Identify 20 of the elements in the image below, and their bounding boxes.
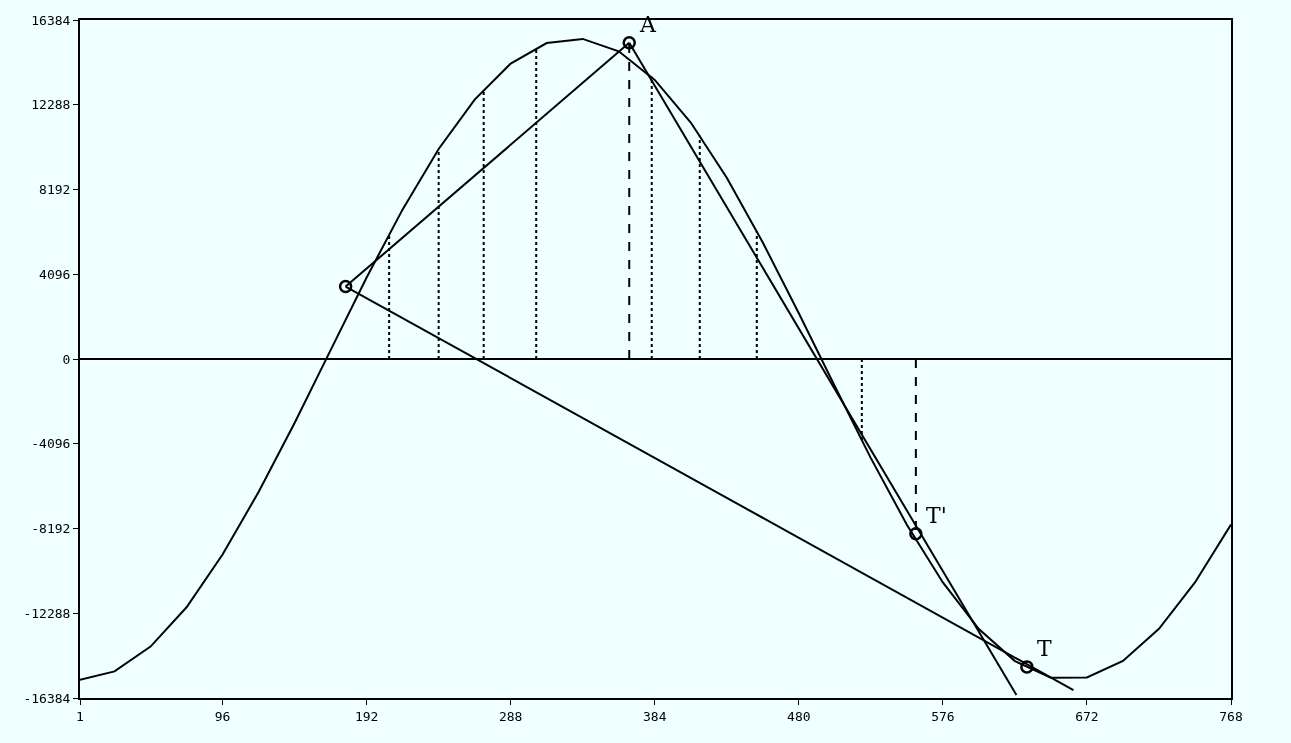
- y-tick-label: -16384: [23, 690, 71, 706]
- y-tick-label: 0: [62, 351, 71, 367]
- y-tick-label: 16384: [31, 12, 71, 28]
- x-tick-label: 576: [931, 708, 955, 724]
- y-tick-label: -8192: [31, 521, 71, 537]
- x-tick-label: 768: [1219, 708, 1243, 724]
- y-tick-label: -12288: [23, 605, 71, 621]
- annotation: T': [926, 503, 947, 528]
- x-tick-label: 384: [643, 708, 667, 724]
- x-tick-label: 192: [354, 708, 379, 724]
- x-tick-label: 288: [498, 708, 523, 724]
- annotation: T: [1037, 636, 1052, 661]
- y-tick-label: 12288: [31, 97, 71, 113]
- y-tick-label: -4096: [31, 436, 71, 452]
- x-tick-label: 480: [787, 708, 811, 724]
- y-tick-label: 8192: [39, 182, 71, 198]
- y-tick-label: 4096: [39, 266, 71, 282]
- x-tick-label: 672: [1075, 708, 1099, 724]
- x-tick-label: 96: [214, 708, 231, 724]
- x-tick-label: 1: [76, 708, 84, 724]
